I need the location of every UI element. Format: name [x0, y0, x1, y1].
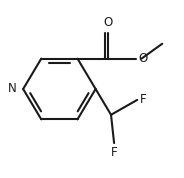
Text: F: F [140, 93, 147, 106]
Text: N: N [8, 82, 17, 96]
Text: O: O [104, 16, 113, 29]
Text: O: O [139, 52, 148, 65]
Text: F: F [111, 146, 117, 159]
